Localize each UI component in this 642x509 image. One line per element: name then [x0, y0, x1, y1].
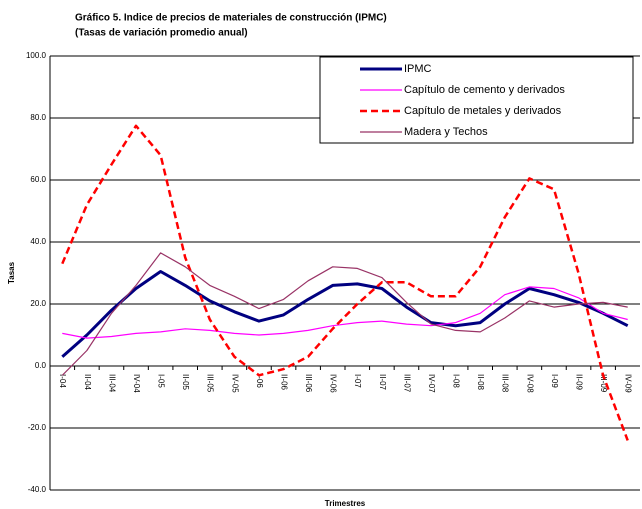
- series-line: [61, 270, 629, 358]
- x-tick-label: IV-05: [230, 374, 239, 393]
- x-axis-title: Trimestres: [325, 499, 366, 508]
- x-tick-label: I-04: [58, 374, 67, 388]
- x-tick-label: IV-07: [427, 374, 436, 393]
- x-tick-label: II-04: [83, 374, 92, 391]
- legend-label: Capítulo de cemento y derivados: [404, 84, 565, 96]
- legend-label: Madera y Techos: [404, 126, 488, 138]
- chart-title: Gráfico 5. Indice de precios de material…: [75, 13, 387, 24]
- x-tick-label: I-08: [452, 374, 461, 388]
- x-tick-label: II-07: [378, 374, 387, 391]
- y-tick-label: 60.0: [30, 175, 46, 184]
- y-tick-label: -40.0: [28, 485, 47, 494]
- y-tick-label: 100.0: [26, 51, 47, 60]
- x-tick-label: I-05: [157, 374, 166, 388]
- chart-subtitle: (Tasas de variación promedio anual): [75, 28, 248, 39]
- x-tick-label: IV-08: [525, 374, 534, 393]
- x-tick-label: IV-04: [132, 374, 141, 393]
- y-tick-label: -20.0: [28, 423, 47, 432]
- y-tick-label: 80.0: [30, 113, 46, 122]
- x-tick-label: II-08: [476, 374, 485, 391]
- series-line: [61, 252, 628, 376]
- x-tick-label: IV-09: [624, 374, 633, 393]
- x-tick-label: III-09: [599, 374, 608, 393]
- x-tick-label: I-06: [255, 374, 264, 388]
- series-line: [62, 286, 628, 339]
- x-tick-label: III-07: [402, 374, 411, 393]
- x-tick-label: III-08: [501, 374, 510, 393]
- series-line: [61, 124, 629, 441]
- legend-box: [319, 56, 634, 144]
- x-tick-label: III-04: [107, 374, 116, 393]
- x-tick-label: IV-06: [329, 374, 338, 393]
- y-axis-title: Tasas: [7, 261, 16, 284]
- x-tick-label: I-07: [353, 374, 362, 388]
- legend-label: IPMC: [404, 63, 432, 75]
- legend-label: Capítulo de metales y derivados: [404, 105, 562, 117]
- x-tick-label: II-09: [574, 374, 583, 391]
- x-tick-label: II-05: [181, 374, 190, 391]
- x-tick-label: III-06: [304, 374, 313, 393]
- y-tick-label: 40.0: [30, 237, 46, 246]
- y-tick-label: 0.0: [35, 361, 47, 370]
- x-tick-label: III-05: [206, 374, 215, 393]
- x-tick-label: I-09: [550, 374, 559, 388]
- x-tick-label: II-06: [279, 374, 288, 391]
- y-tick-label: 20.0: [30, 299, 46, 308]
